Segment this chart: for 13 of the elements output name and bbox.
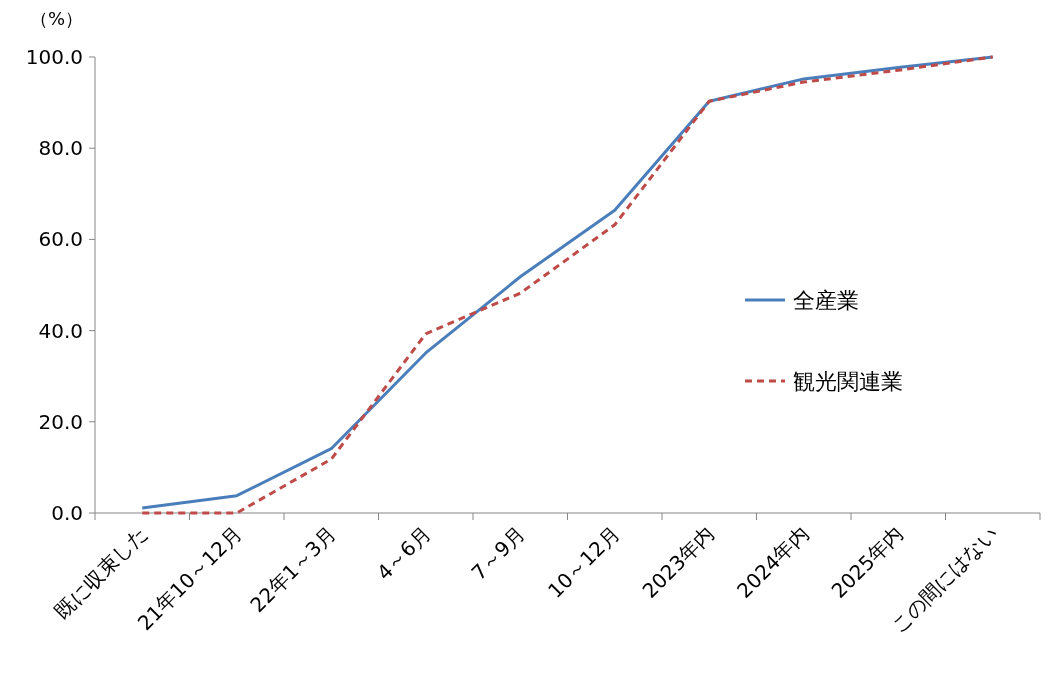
x-tick-label: 10～12月 — [543, 521, 625, 603]
legend-label: 観光関連業 — [793, 369, 903, 394]
x-tick-label: 4～6月 — [372, 521, 436, 585]
y-tick-label: 60.0 — [38, 227, 83, 252]
y-tick-label: 20.0 — [38, 409, 83, 434]
y-tick-label: 40.0 — [38, 318, 83, 343]
y-tick-label: 100.0 — [25, 45, 83, 69]
x-tick-label: 22年1～3月 — [245, 521, 341, 617]
x-tick-label: 7～9月 — [466, 521, 530, 585]
legend-label: 全産業 — [793, 288, 859, 313]
y-axis-title: （%） — [30, 8, 84, 29]
y-tick-label: 80.0 — [38, 136, 83, 161]
y-tick-label: 0.0 — [51, 501, 83, 525]
